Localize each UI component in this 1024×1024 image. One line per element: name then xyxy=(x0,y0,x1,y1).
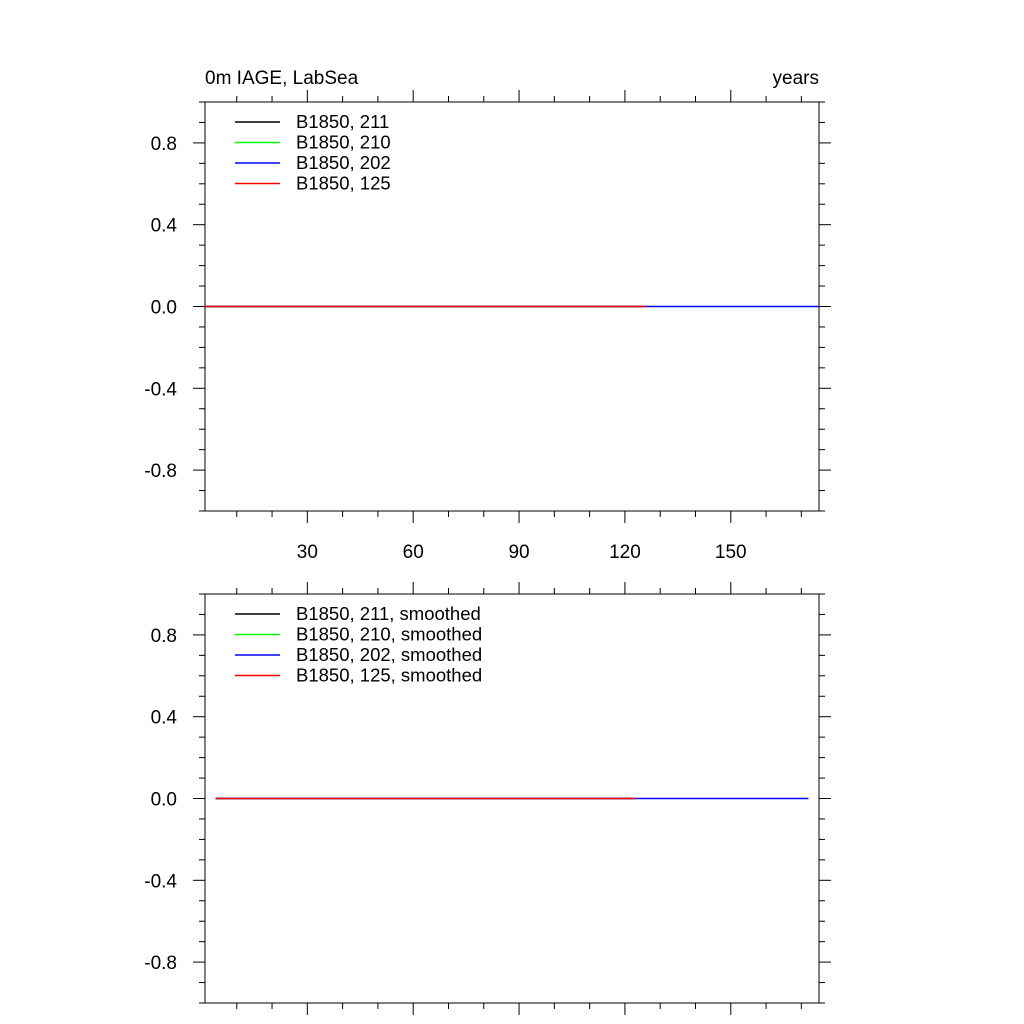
y-tick-label: 0.0 xyxy=(151,790,177,811)
x-tick-label: 30 xyxy=(297,542,318,563)
chart-title-left: 0m IAGE, LabSea xyxy=(205,68,359,89)
y-tick-label: 0.4 xyxy=(151,216,178,237)
y-tick-label: 0.0 xyxy=(151,298,177,319)
x-tick-label: 60 xyxy=(403,542,424,563)
legend-label: B1850, 210, smoothed xyxy=(296,624,482,645)
legend-label: B1850, 211 xyxy=(296,111,389,132)
legend-label: B1850, 125 xyxy=(296,173,391,194)
y-tick-label: -0.4 xyxy=(144,871,177,892)
y-tick-label: 0.8 xyxy=(151,626,177,647)
y-tick-label: -0.8 xyxy=(144,461,177,482)
legend-label: B1850, 125, smoothed xyxy=(296,665,482,686)
legend-label: B1850, 202 xyxy=(296,152,391,173)
y-tick-label: 0.4 xyxy=(151,708,178,729)
chart-title-right: years xyxy=(773,68,819,89)
legend-label: B1850, 211, smoothed xyxy=(296,603,481,624)
legend-label: B1850, 202, smoothed xyxy=(296,644,482,665)
x-tick-label: 120 xyxy=(609,542,641,563)
y-tick-label: -0.8 xyxy=(144,953,177,974)
y-tick-label: 0.8 xyxy=(151,134,177,155)
legend-label: B1850, 210 xyxy=(296,132,391,153)
y-tick-label: -0.4 xyxy=(144,379,177,400)
x-tick-label: 150 xyxy=(715,542,747,563)
x-tick-label: 90 xyxy=(508,542,529,563)
top-panel: 0.8 0.4 0.0 -0.4 -0.8 30 60 90 120 150 0m IAGE, La… xyxy=(144,68,831,563)
